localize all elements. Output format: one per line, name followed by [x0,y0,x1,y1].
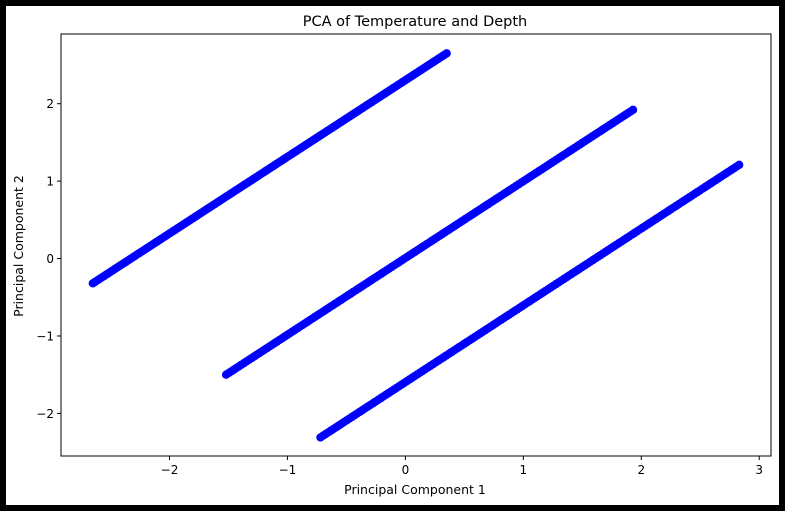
x-tick-label: 0 [402,463,410,477]
y-tick-label: 1 [46,175,54,189]
plot-frame [60,33,772,457]
figure: PCA of Temperature and Depth −2 −1 0 1 2 3 −2… [6,6,779,505]
y-tick-label: 2 [46,97,54,111]
y-tick-label: 0 [46,252,54,266]
x-axis-label: Principal Component 1 [344,482,486,497]
y-axis-ticks: −2 −1 0 1 2 [36,97,61,421]
series-2-point [628,105,638,115]
chart-title: PCA of Temperature and Depth [303,14,528,30]
y-axis-label: Principal Component 2 [11,175,26,317]
series-3-point [734,160,744,170]
x-tick-label: 2 [637,463,645,477]
y-tick-label: −1 [36,329,54,343]
data-points [88,49,744,442]
pca-scatter-chart: PCA of Temperature and Depth −2 −1 0 1 2 3 −2… [11,14,772,497]
series-1-point [442,49,451,58]
x-tick-label: 1 [520,463,528,477]
x-tick-label: −2 [161,463,179,477]
x-tick-label: 3 [755,463,763,477]
x-axis-ticks: −2 −1 0 1 2 3 [161,456,763,477]
y-tick-label: −2 [36,407,54,421]
x-tick-label: −1 [279,463,297,477]
